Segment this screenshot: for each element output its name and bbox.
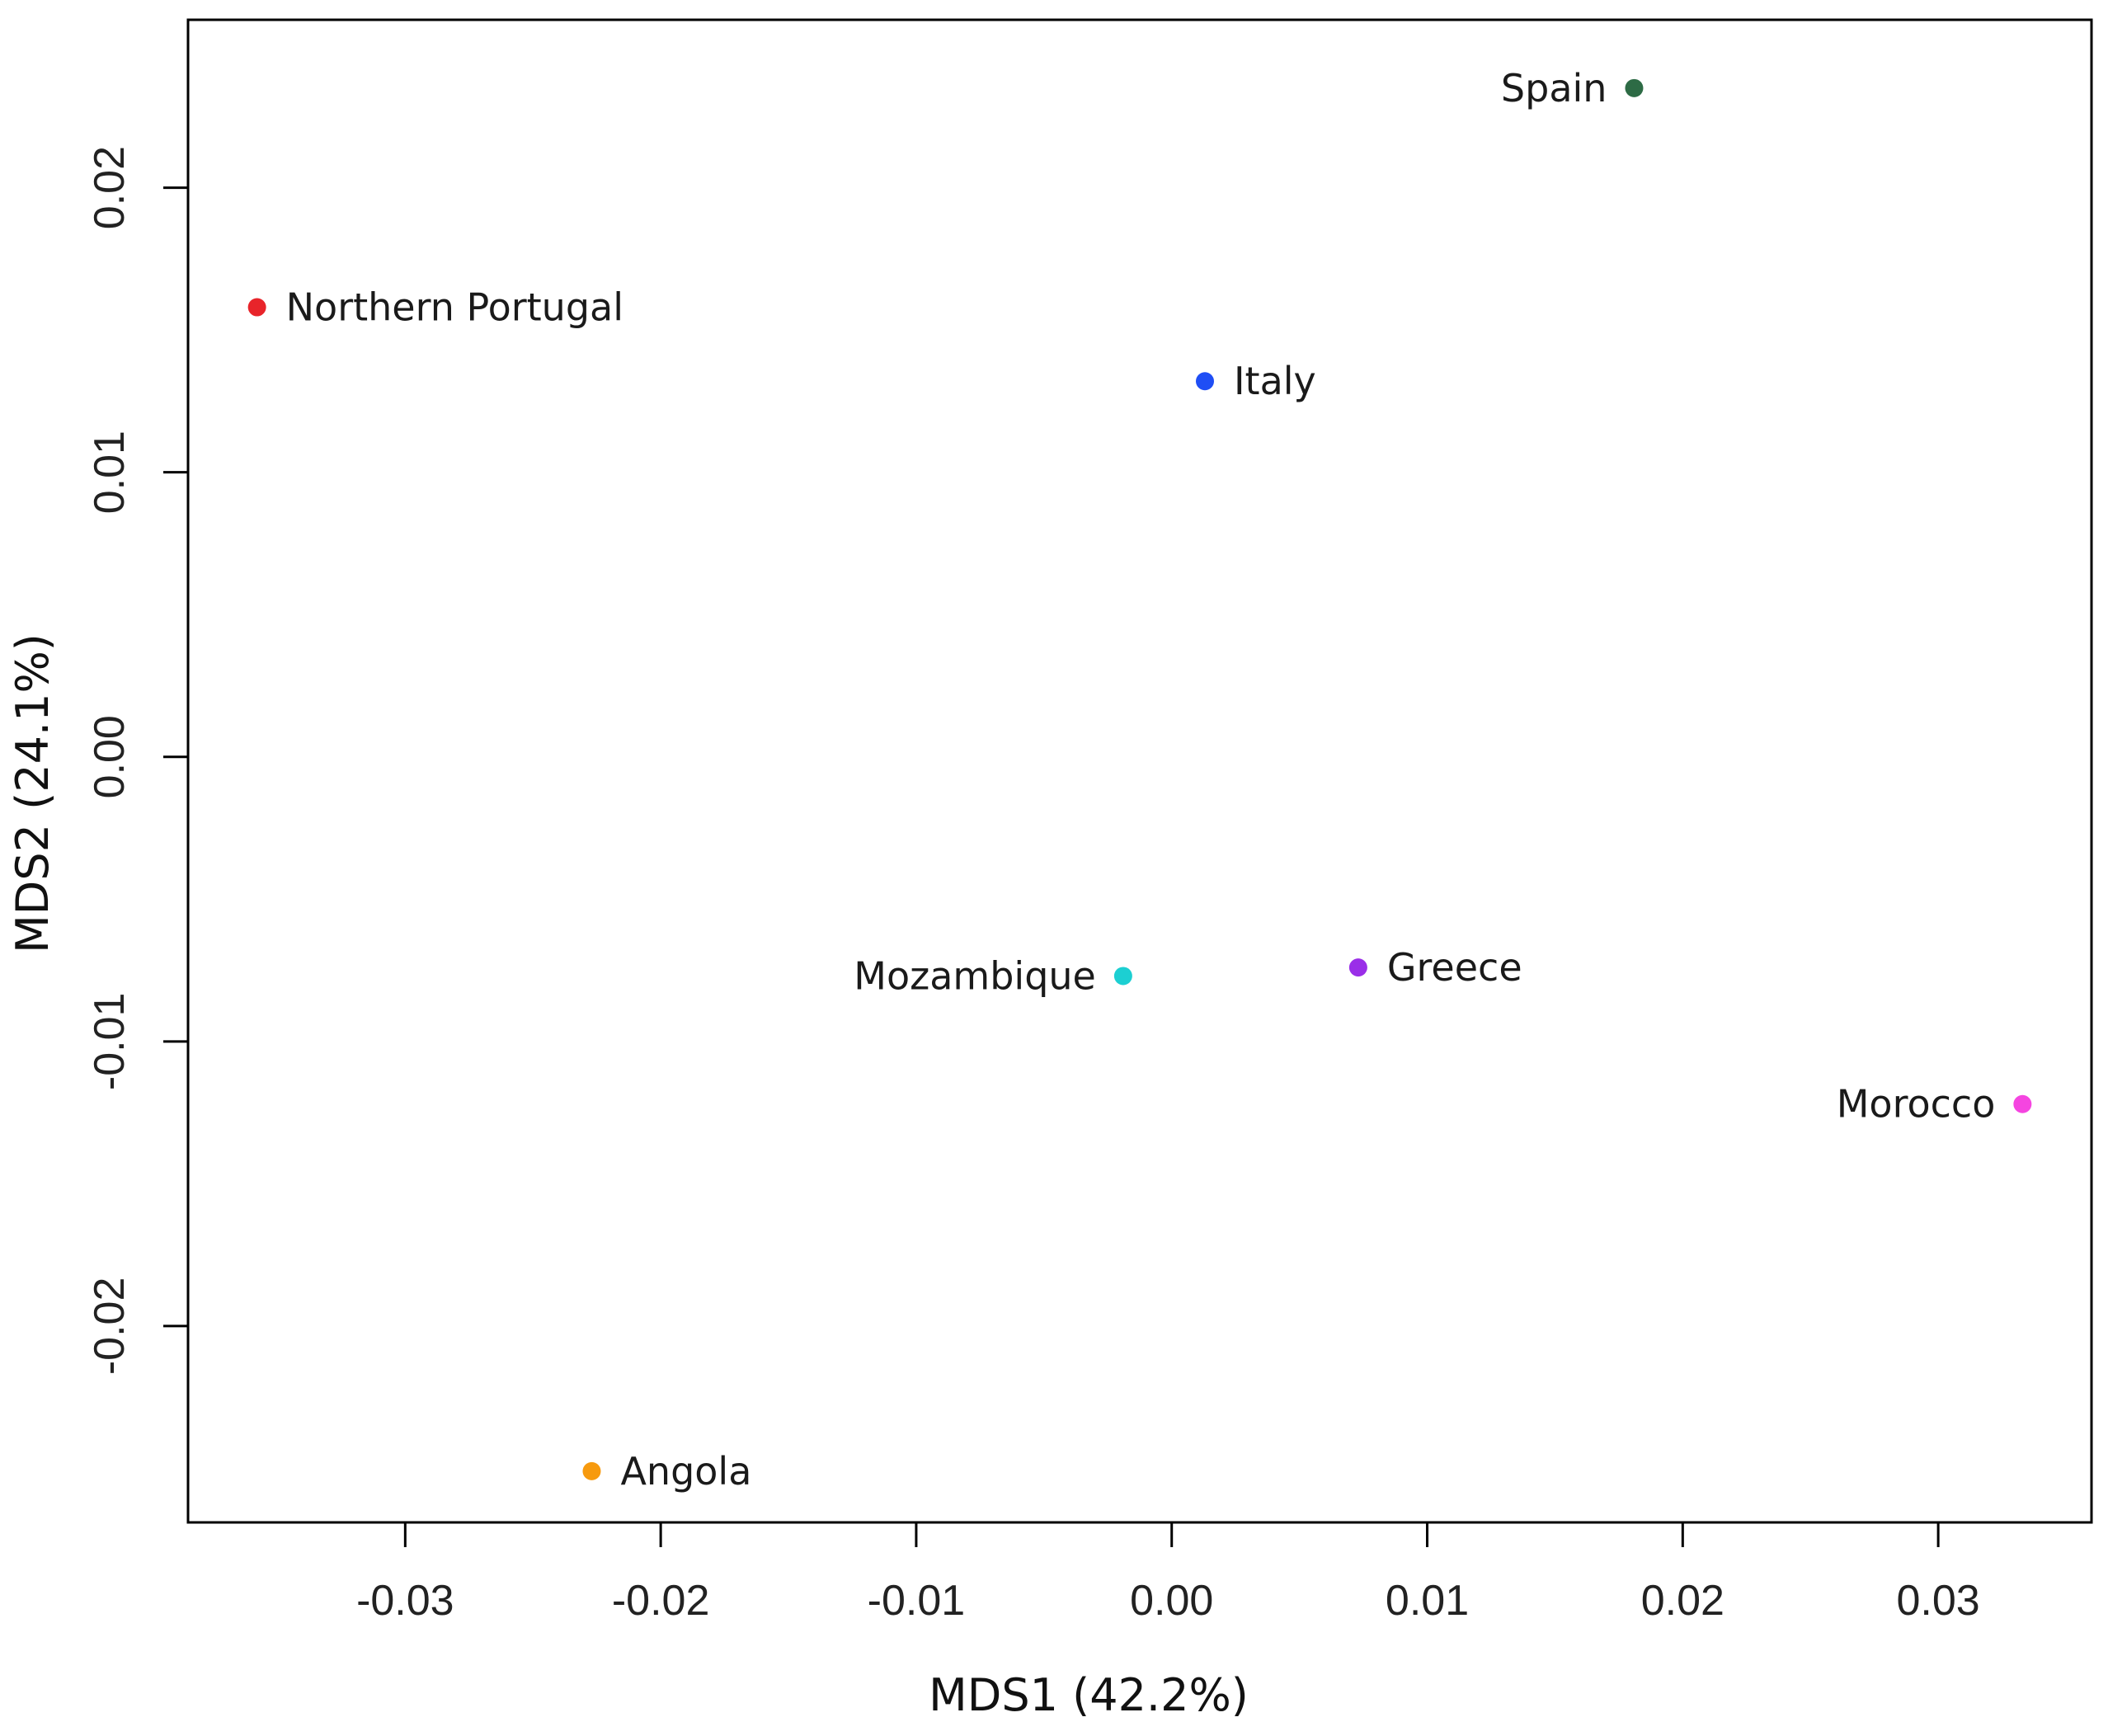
- y-tick-label: -0.02: [86, 1277, 134, 1376]
- y-tick-label: -0.01: [86, 993, 134, 1091]
- y-tick-label: 0.01: [86, 430, 134, 514]
- data-point: [582, 1461, 601, 1480]
- data-points: Northern Portugal Spain Italy Mozambique Gre…: [247, 66, 2032, 1494]
- y-tick-label: 0.00: [86, 715, 134, 798]
- y-axis-title: MDS2 (24.1%): [7, 633, 59, 953]
- x-tick-label: -0.02: [612, 1577, 710, 1625]
- point-label: Northern Portugal: [286, 285, 623, 330]
- x-axis-title: MDS1 (42.2%): [929, 1669, 1249, 1721]
- point-label: Italy: [1234, 359, 1316, 403]
- data-point: [2013, 1094, 2032, 1113]
- data-point: [1113, 967, 1132, 986]
- point-label: Angola: [620, 1449, 751, 1494]
- x-tick-label: -0.03: [356, 1577, 454, 1625]
- x-axis: -0.03 -0.02 -0.01 0.00 0.01 0.02 0.03: [356, 1522, 1980, 1625]
- data-point: [1625, 78, 1644, 97]
- data-point: [1348, 958, 1367, 977]
- point-label: Mozambique: [854, 953, 1096, 998]
- x-tick-label: 0.02: [1641, 1577, 1725, 1625]
- x-tick-label: 0.03: [1897, 1577, 1980, 1625]
- point-label: Morocco: [1837, 1082, 1996, 1127]
- x-tick-label: -0.01: [868, 1577, 966, 1625]
- point-label: Spain: [1501, 66, 1607, 111]
- x-tick-label: 0.01: [1386, 1577, 1469, 1625]
- point-label: Greece: [1387, 945, 1522, 990]
- plot-frame: [186, 18, 2093, 1524]
- y-axis: -0.02 -0.01 0.00 0.01 0.02: [86, 146, 188, 1375]
- data-point: [1195, 372, 1214, 391]
- x-tick-label: 0.00: [1130, 1577, 1213, 1625]
- data-point: [247, 298, 266, 317]
- y-tick-label: 0.02: [86, 146, 134, 229]
